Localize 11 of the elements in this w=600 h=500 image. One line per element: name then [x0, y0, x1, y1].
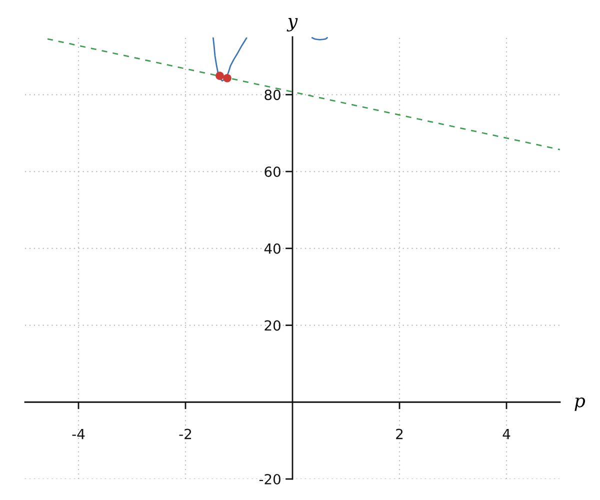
y-tick-label: 60 [264, 166, 280, 177]
y-axis-title: y [286, 18, 298, 32]
x-tick-label: -4 [72, 428, 85, 440]
y-tick-label: -20 [259, 474, 280, 484]
x-tick-label: 4 [502, 428, 510, 440]
x-axis-title: p [574, 397, 586, 411]
x-tick-label: -2 [179, 428, 192, 440]
y-tick-label: 80 [264, 90, 280, 100]
y-tick-label: 40 [264, 243, 280, 254]
x-tick-label: 2 [396, 428, 403, 440]
y-tick-label: 20 [264, 320, 280, 331]
